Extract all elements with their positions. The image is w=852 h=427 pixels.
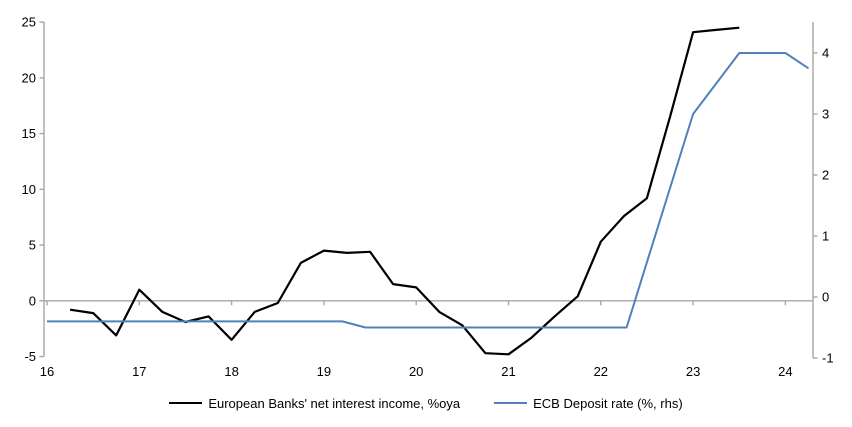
left-axis-tick-label: 15 <box>22 126 36 141</box>
x-axis-tick-label: 17 <box>132 364 146 379</box>
x-axis-tick-label: 22 <box>594 364 608 379</box>
right-axis-tick-label: -1 <box>822 351 834 366</box>
x-axis-tick-label: 21 <box>501 364 515 379</box>
legend-label-nii: European Banks' net interest income, %oy… <box>208 395 461 411</box>
x-axis-tick-label: 18 <box>224 364 238 379</box>
right-axis-tick-label: 0 <box>822 290 829 305</box>
left-axis-tick-label: 5 <box>29 238 36 253</box>
left-axis-tick-label: 20 <box>22 70 36 85</box>
legend-label-ecb: ECB Deposit rate (%, rhs) <box>533 395 683 411</box>
axes <box>39 21 818 359</box>
x-axis-tick-label: 24 <box>778 364 792 379</box>
x-axis-tick-label: 23 <box>686 364 700 379</box>
right-axis-tick-label: 2 <box>822 168 829 183</box>
right-axis-tick-label: 1 <box>822 229 829 244</box>
right-axis-tick-label: 4 <box>822 46 829 61</box>
left-axis-tick-label: 0 <box>29 293 36 308</box>
chart-legend: European Banks' net interest income, %oy… <box>0 393 852 413</box>
x-axis-tick-label: 20 <box>409 364 423 379</box>
series-line-ecb-deposit-rate <box>47 52 810 329</box>
series-line-net-interest-income <box>69 26 740 356</box>
x-axis-tick-label: 19 <box>317 364 331 379</box>
legend-item-net-interest-income: European Banks' net interest income, %oy… <box>169 396 460 411</box>
legend-line-swatch-nii <box>169 402 203 404</box>
right-axis-tick-label: 3 <box>822 107 829 122</box>
legend-line-swatch-ecb <box>494 402 528 404</box>
left-axis-tick-label: 10 <box>22 182 36 197</box>
left-axis-tick-label: 25 <box>22 15 36 30</box>
x-axis-tick-label: 16 <box>40 364 54 379</box>
legend-item-ecb-deposit-rate: ECB Deposit rate (%, rhs) <box>494 396 683 411</box>
left-axis-tick-label: -5 <box>24 349 36 364</box>
